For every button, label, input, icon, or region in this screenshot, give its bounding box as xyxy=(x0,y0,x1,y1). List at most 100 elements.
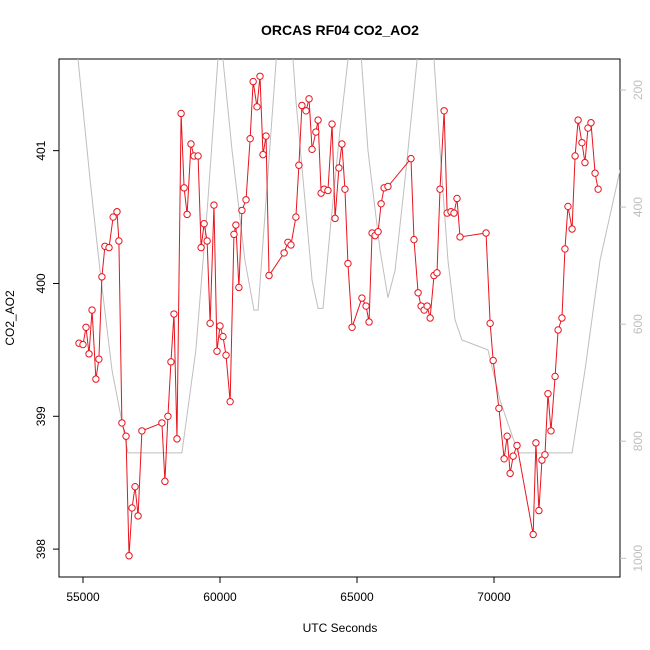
data-point xyxy=(331,214,339,223)
y-axis-label: CO2_AO2 xyxy=(3,290,17,346)
data-point xyxy=(456,233,464,241)
data-point xyxy=(230,230,238,239)
data-point xyxy=(587,119,595,127)
data-point xyxy=(232,221,240,229)
x-tick-label: 65000 xyxy=(340,590,374,604)
data-point xyxy=(489,356,497,365)
data-point xyxy=(551,372,559,381)
data-point xyxy=(341,185,349,193)
data-point xyxy=(506,469,514,478)
data-point xyxy=(122,432,130,440)
data-point xyxy=(581,158,589,167)
data-point xyxy=(547,427,555,435)
data-point xyxy=(92,375,100,383)
data-point xyxy=(453,194,461,203)
data-point xyxy=(328,120,336,128)
data-point xyxy=(219,332,227,341)
data-point xyxy=(287,241,295,249)
data-point xyxy=(314,116,322,124)
y2-tick-label: 200 xyxy=(631,80,645,100)
data-point xyxy=(338,140,346,148)
data-point xyxy=(115,237,123,245)
data-point xyxy=(564,202,572,211)
data-point xyxy=(249,77,257,86)
data-point xyxy=(426,314,434,322)
data-point xyxy=(410,235,418,244)
data-point xyxy=(295,161,303,169)
data-point xyxy=(226,397,234,406)
data-point xyxy=(558,314,566,322)
data-point xyxy=(88,306,96,314)
data-point xyxy=(158,419,166,427)
data-point xyxy=(532,439,540,447)
x-tick-label: 70000 xyxy=(477,590,511,604)
data-point xyxy=(486,319,494,328)
data-point xyxy=(324,186,332,195)
data-point xyxy=(105,243,113,252)
data-point xyxy=(495,404,503,413)
data-point xyxy=(183,210,191,219)
data-point xyxy=(265,271,273,280)
x-tick-label: 60000 xyxy=(203,590,237,604)
data-point xyxy=(344,259,352,268)
data-point xyxy=(128,504,136,512)
data-point xyxy=(216,322,224,330)
data-point xyxy=(509,452,517,460)
y-tick-label: 399 xyxy=(34,406,48,426)
data-point xyxy=(335,164,343,172)
data-point xyxy=(541,451,549,459)
plot-frame xyxy=(58,58,621,578)
x-axis-label: UTC Seconds xyxy=(303,621,378,635)
data-point xyxy=(280,249,288,257)
data-point xyxy=(571,152,579,160)
data-point xyxy=(213,347,221,355)
data-point xyxy=(170,310,178,318)
data-point xyxy=(242,196,250,204)
y2-tick-label: 400 xyxy=(631,197,645,217)
data-point xyxy=(312,128,320,136)
y2-tick-label: 600 xyxy=(631,314,645,334)
data-point xyxy=(167,358,175,366)
data-point xyxy=(134,512,142,520)
plot-area xyxy=(75,59,620,560)
data-point xyxy=(433,269,441,277)
data-point xyxy=(187,140,195,148)
data-point xyxy=(377,200,385,208)
chart-title: ORCAS RF04 CO2_AO2 xyxy=(261,22,419,38)
data-point xyxy=(374,227,382,236)
y-tick-label: 401 xyxy=(34,140,48,160)
data-point xyxy=(85,350,93,358)
data-point xyxy=(348,323,356,331)
x-tick-label: 55000 xyxy=(66,590,100,604)
data-point xyxy=(131,482,139,491)
data-point xyxy=(529,530,537,539)
data-point xyxy=(482,229,490,237)
data-point xyxy=(246,134,254,143)
data-point xyxy=(138,427,146,435)
data-point xyxy=(222,351,230,359)
data-point xyxy=(513,441,521,450)
y-tick-label: 400 xyxy=(34,273,48,293)
data-point xyxy=(554,326,562,334)
data-point xyxy=(423,302,431,310)
data-point xyxy=(197,243,205,252)
data-point xyxy=(500,455,508,463)
data-point xyxy=(180,184,188,192)
data-point xyxy=(503,432,511,440)
data-point xyxy=(194,152,202,160)
data-point xyxy=(118,419,126,427)
data-point xyxy=(82,323,90,331)
data-point xyxy=(362,302,370,310)
data-point xyxy=(238,206,246,215)
data-point xyxy=(253,103,261,111)
data-point xyxy=(535,506,543,515)
data-point xyxy=(109,213,117,221)
data-point xyxy=(292,213,300,221)
data-point xyxy=(440,107,448,115)
data-point xyxy=(591,169,599,177)
data-point xyxy=(358,294,366,302)
data-point xyxy=(79,340,87,349)
data-point xyxy=(365,318,373,326)
data-point xyxy=(436,185,444,193)
